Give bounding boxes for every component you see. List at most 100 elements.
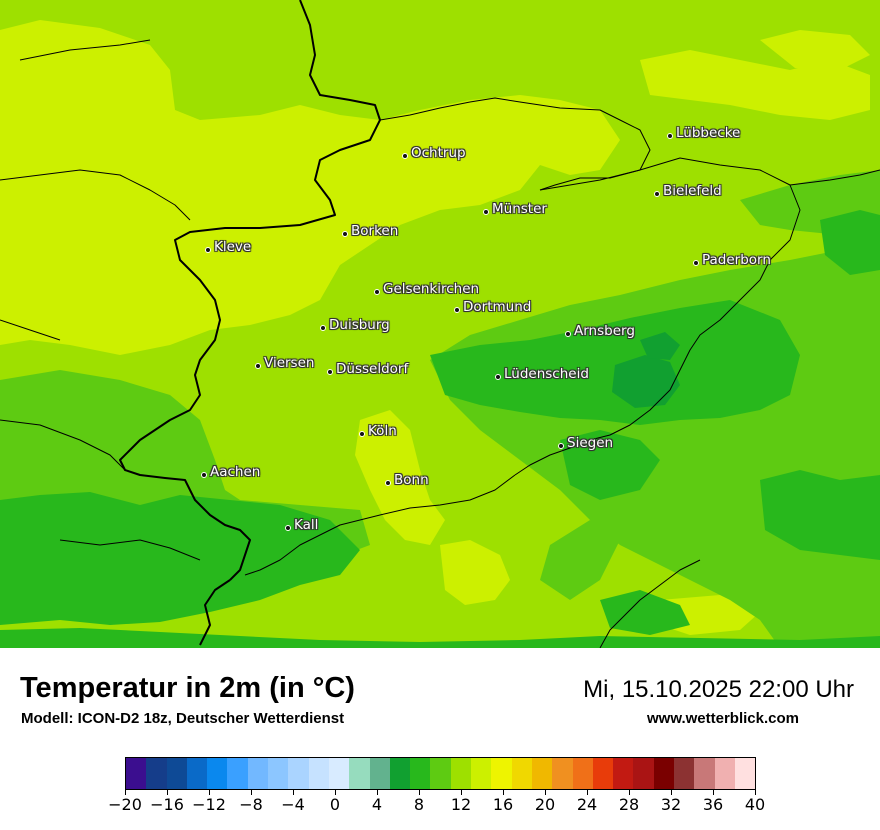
city-dot <box>667 133 673 139</box>
colorbar-tick <box>713 790 714 795</box>
colorbar-swatch <box>694 758 715 789</box>
colorbar-swatch <box>308 758 329 789</box>
city-label: Duisburg <box>329 317 390 333</box>
city-label: Aachen <box>210 464 261 480</box>
map-canvas <box>0 0 880 648</box>
city-dot <box>654 191 660 197</box>
colorbar-tick-label: −16 <box>150 795 184 814</box>
colorbar-tick-label: 40 <box>744 795 766 814</box>
city-dot <box>495 374 501 380</box>
city-dot <box>454 307 460 313</box>
colorbar-tick <box>335 790 336 795</box>
colorbar-tick <box>125 790 126 795</box>
colorbar-swatch <box>552 758 573 789</box>
city-label: Dortmund <box>463 299 532 315</box>
city-dot <box>201 472 207 478</box>
colorbar-swatch <box>633 758 654 789</box>
city-dot <box>402 153 408 159</box>
city-dot <box>342 231 348 237</box>
city-dot <box>558 443 564 449</box>
city-dot <box>385 480 391 486</box>
city-label: Düsseldorf <box>336 361 409 377</box>
colorbar-tick-label: 4 <box>371 795 383 814</box>
city-dot <box>205 247 211 253</box>
colorbar-tick-label: −8 <box>239 795 263 814</box>
colorbar-tick-label: 36 <box>702 795 724 814</box>
city-dot <box>693 260 699 266</box>
state-border-north <box>379 97 651 191</box>
colorbar-swatch <box>714 758 735 789</box>
colorbar-tick <box>587 790 588 795</box>
colorbar-swatch <box>166 758 187 789</box>
city-label: Kall <box>294 517 319 533</box>
colorbar-tick-label: 8 <box>413 795 425 814</box>
city-label: Münster <box>492 201 547 217</box>
colorbar-tick <box>671 790 672 795</box>
city-label: Lübbecke <box>676 125 741 141</box>
state-border-east-2 <box>789 169 880 186</box>
temperature-colorbar <box>125 757 756 790</box>
city-label: Bielefeld <box>663 183 722 199</box>
colorbar-tick-label: 20 <box>534 795 556 814</box>
colorbar-swatch <box>511 758 532 789</box>
colorbar-tick-label: 16 <box>492 795 514 814</box>
colorbar-swatch <box>734 758 756 789</box>
map-footer: Temperatur in 2m (in °C) Modell: ICON-D2… <box>0 648 880 830</box>
colorbar-tick-label: 28 <box>618 795 640 814</box>
website-link[interactable]: www.wetterblick.com <box>647 710 799 727</box>
city-label: Paderborn <box>702 252 771 268</box>
colorbar-swatch <box>450 758 472 789</box>
colorbar-tick-label: 0 <box>329 795 341 814</box>
colorbar-swatch <box>491 758 512 789</box>
colorbar-swatch <box>430 758 451 789</box>
colorbar-tick <box>209 790 210 795</box>
city-label: Bonn <box>394 472 429 488</box>
city-label: Köln <box>368 423 397 439</box>
colorbar-swatch <box>531 758 553 789</box>
state-border-east <box>514 157 801 476</box>
city-label: Lüdenscheid <box>504 366 589 382</box>
colorbar-tick <box>461 790 462 795</box>
colorbar-tick <box>503 790 504 795</box>
city-dot <box>327 369 333 375</box>
city-label: Kleve <box>214 239 252 255</box>
city-dot <box>255 363 261 369</box>
colorbar-tick <box>293 790 294 795</box>
colorbar-swatch <box>227 758 248 789</box>
colorbar-swatch <box>349 758 370 789</box>
colorbar-swatch <box>126 758 147 789</box>
city-dot <box>374 289 380 295</box>
colorbar-tick-label: 12 <box>450 795 472 814</box>
colorbar-tick-label: −12 <box>192 795 226 814</box>
colorbar-tick-label: −20 <box>108 795 142 814</box>
colorbar-tick <box>251 790 252 795</box>
colorbar-swatch <box>572 758 593 789</box>
temperature-map[interactable]: Lübbecke Ochtrup Bielefeld Münster Borke… <box>0 0 880 648</box>
colorbar-swatch <box>653 758 675 789</box>
national-border-be <box>199 579 231 646</box>
temperature-zone-14-16 <box>0 20 870 635</box>
colorbar-swatch <box>674 758 695 789</box>
city-dot <box>359 431 365 437</box>
colorbar-swatch <box>146 758 167 789</box>
city-label: Viersen <box>264 355 315 371</box>
state-border-be-provinces <box>0 419 201 561</box>
forecast-datetime: Mi, 15.10.2025 22:00 Uhr <box>583 676 854 703</box>
borders <box>0 0 880 648</box>
colorbar-swatch <box>328 758 350 789</box>
colorbar-swatch <box>247 758 269 789</box>
colorbar-swatch <box>369 758 390 789</box>
colorbar-tick-label: 24 <box>576 795 598 814</box>
state-border-southeast <box>599 559 701 648</box>
city-label: Gelsenkirchen <box>383 281 480 297</box>
colorbar-swatch <box>592 758 614 789</box>
colorbar-swatch <box>186 758 208 789</box>
city-label: Borken <box>351 223 399 239</box>
city-dot <box>285 525 291 531</box>
colorbar-swatch <box>613 758 634 789</box>
city-label: Ochtrup <box>411 145 466 161</box>
state-border-nl-provinces <box>0 39 191 341</box>
colorbar-tick <box>167 790 168 795</box>
city-label: Arnsberg <box>574 323 635 339</box>
colorbar-swatch <box>410 758 431 789</box>
